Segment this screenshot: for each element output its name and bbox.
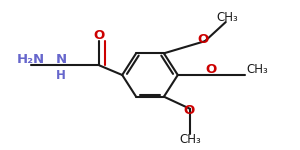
Text: H₂N: H₂N: [17, 53, 45, 66]
Text: O: O: [183, 104, 194, 117]
Text: CH₃: CH₃: [247, 63, 268, 76]
Text: H: H: [56, 69, 66, 82]
Text: CH₃: CH₃: [179, 133, 201, 146]
Text: N: N: [55, 53, 66, 66]
Text: CH₃: CH₃: [216, 11, 238, 24]
Text: O: O: [198, 33, 209, 46]
Text: O: O: [205, 63, 217, 76]
Text: O: O: [94, 29, 105, 42]
